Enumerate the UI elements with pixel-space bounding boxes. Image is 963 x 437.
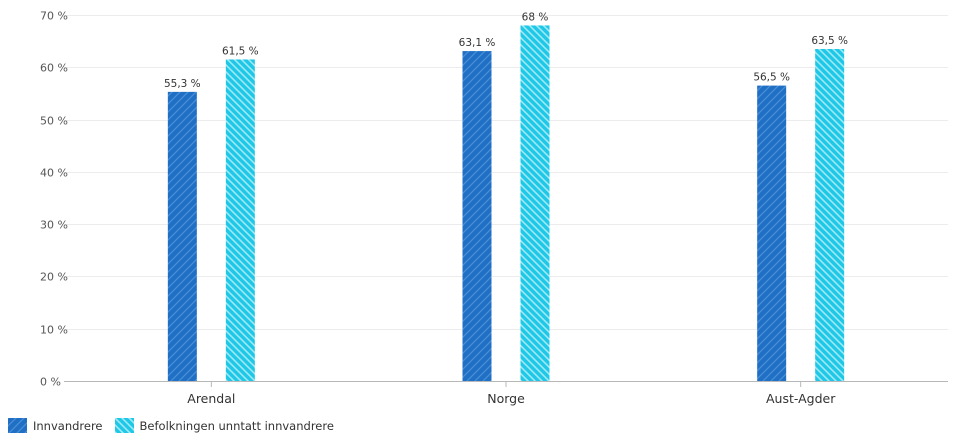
bar[interactable] bbox=[757, 85, 787, 381]
bar[interactable] bbox=[462, 51, 492, 381]
y-tick-label: 60 % bbox=[40, 62, 68, 75]
legend[interactable]: Innvandrere Befolkningen unntatt innvandr… bbox=[8, 418, 346, 433]
bars bbox=[167, 25, 845, 382]
legend-swatch bbox=[8, 418, 27, 433]
y-tick-label: 50 % bbox=[40, 115, 68, 128]
x-axis: Arendal Norge Aust-Agder bbox=[64, 381, 948, 406]
gridlines bbox=[64, 15, 948, 330]
bar[interactable] bbox=[167, 91, 197, 382]
data-label: 63,5 % bbox=[811, 35, 848, 47]
data-label: 63,1 % bbox=[459, 37, 496, 49]
y-tick-label: 0 % bbox=[40, 376, 61, 389]
bar-chart: 0 % 10 % 20 % 30 % 40 % 50 % 60 % 70 % 55,3 % 61… bbox=[40, 10, 948, 406]
y-tick-label: 40 % bbox=[40, 167, 68, 180]
data-label: 56,5 % bbox=[753, 72, 790, 84]
data-labels: 55,3 % 61,5 % 63,1 % 68 % 56,5 % 63,5 % bbox=[164, 11, 848, 89]
legend-label: Befolkningen unntatt innvandrere bbox=[139, 418, 334, 433]
y-tick-label: 30 % bbox=[40, 219, 68, 232]
bar[interactable] bbox=[225, 59, 255, 381]
y-tick-label: 20 % bbox=[40, 271, 68, 284]
legend-item[interactable]: Innvandrere bbox=[8, 418, 103, 433]
y-axis-tick-labels: 0 % 10 % 20 % 30 % 40 % 50 % 60 % 70 % bbox=[40, 10, 68, 389]
legend-swatch bbox=[114, 418, 134, 433]
legend-item[interactable]: Befolkningen unntatt innvandrere bbox=[114, 418, 334, 433]
data-label: 61,5 % bbox=[222, 45, 259, 57]
y-tick-label: 70 % bbox=[40, 10, 68, 23]
x-category-label: Aust-Agder bbox=[766, 391, 836, 406]
bar[interactable] bbox=[815, 48, 845, 381]
data-label: 55,3 % bbox=[164, 78, 201, 90]
x-category-label: Arendal bbox=[187, 391, 235, 406]
x-category-label: Norge bbox=[487, 391, 525, 406]
legend-label: Innvandrere bbox=[33, 418, 103, 433]
bar[interactable] bbox=[520, 25, 550, 381]
y-tick-label: 10 % bbox=[40, 324, 68, 337]
data-label: 68 % bbox=[522, 11, 549, 23]
